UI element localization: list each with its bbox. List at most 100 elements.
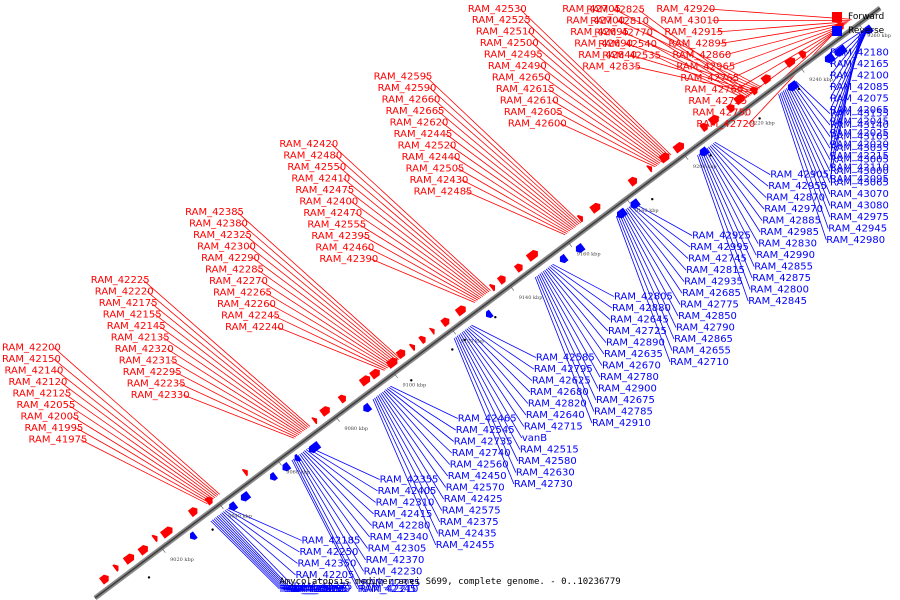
reverse-gene-feature xyxy=(824,52,836,64)
gene-label: RAM_42855 xyxy=(754,262,813,273)
gene-label: RAM_42720 xyxy=(696,119,755,130)
reverse-gene-feature xyxy=(190,531,198,540)
leader-line xyxy=(781,91,831,218)
leader-line xyxy=(224,510,298,564)
gene-label: RAM_43035 xyxy=(830,143,889,154)
gene-label: RAM_42975 xyxy=(830,212,889,223)
leader-line xyxy=(714,141,771,175)
leader-line xyxy=(559,123,656,168)
gene-label: RAM_42370 xyxy=(366,555,425,566)
leader-line xyxy=(449,144,572,231)
leader-line xyxy=(291,459,358,590)
leader-line xyxy=(728,24,844,67)
gene-label: RAM_42760 xyxy=(684,85,743,96)
axis-tick-mark xyxy=(626,198,631,204)
axis-tick-label: 9240 kbp xyxy=(809,77,833,83)
gene-label: RAM_42075 xyxy=(830,94,889,105)
gene-label: RAM_42360 xyxy=(286,584,345,595)
leader-line xyxy=(795,81,831,114)
gene-label: RAM_42530 xyxy=(468,4,527,15)
reverse-gene-feature xyxy=(787,80,800,92)
leader-line xyxy=(461,331,525,427)
reverse-gene-feature xyxy=(864,24,874,35)
forward-swatch xyxy=(832,12,842,22)
gene-label: RAM_42905 xyxy=(770,170,829,181)
leader-line xyxy=(829,25,870,54)
gene-label: RAM_42120 xyxy=(9,377,68,388)
leader-line xyxy=(551,100,659,165)
leader-line xyxy=(628,206,687,271)
leader-line xyxy=(711,144,767,198)
gene-label: RAM_42100 xyxy=(830,71,889,82)
gene-label: RAM_43155 xyxy=(830,109,889,120)
misc-feature-mark xyxy=(147,576,151,579)
axis-tick-label: 9020 kbp xyxy=(170,557,194,563)
gene-label: RAM_42580 xyxy=(518,456,577,467)
gene-label: RAM_42935 xyxy=(684,277,743,288)
leader-line xyxy=(466,328,531,393)
forward-gene-feature xyxy=(627,176,637,187)
leader-line xyxy=(60,381,216,499)
reverse-gene-feature xyxy=(282,461,292,472)
gene-label: RAM_42765 xyxy=(680,73,739,84)
gene-label: RAM_42430 xyxy=(410,175,469,186)
gene-label: RAM_42245 xyxy=(221,311,280,322)
leader-line xyxy=(623,210,681,305)
gene-label: RAM_42790 xyxy=(676,323,735,334)
gene-label: RAM_42970 xyxy=(764,204,823,215)
leader-line xyxy=(441,121,575,228)
gene-label: RAM_42485 xyxy=(414,186,473,197)
gene-label: RAM_42840 xyxy=(578,50,637,61)
reverse-gene-feature xyxy=(294,453,302,462)
forward-gene-feature xyxy=(589,202,601,214)
gene-label: RAM_42880 xyxy=(612,303,671,314)
leader-line xyxy=(782,90,831,206)
axis-tick-label: 9160 kbp xyxy=(577,251,601,257)
gene-label: RAM_42365 xyxy=(282,584,341,595)
axis-tick-mark xyxy=(742,111,747,117)
gene-label: RAM_42610 xyxy=(500,95,559,106)
leader-line xyxy=(390,385,458,419)
leader-line xyxy=(276,326,385,371)
gene-label: RAM_42595 xyxy=(374,71,433,82)
axis-tick-label: 9040 kbp xyxy=(228,513,252,519)
leader-line xyxy=(547,267,609,332)
leader-line xyxy=(178,382,297,438)
gene-label: RAM_42575 xyxy=(442,506,501,517)
forward-gene-feature xyxy=(749,86,758,96)
gene-label: RAM_42415 xyxy=(374,509,433,520)
gene-label: RAM_42515 xyxy=(520,445,579,456)
gene-label: RAM_42375 xyxy=(440,517,499,528)
leader-line xyxy=(227,507,302,541)
gene-label: RAM_42285 xyxy=(205,265,264,276)
axis-tick-label: 9100 kbp xyxy=(403,382,427,388)
forward-gene-feature xyxy=(658,152,670,164)
axis-tick-label: 9260 kbp xyxy=(867,33,891,39)
leader-line xyxy=(622,211,679,317)
gene-label: vanB xyxy=(522,433,547,444)
forward-gene-feature xyxy=(454,305,466,317)
leader-line xyxy=(547,88,661,164)
gene-label: RAM_42195 xyxy=(290,584,349,595)
leader-line xyxy=(248,246,396,363)
leader-line xyxy=(331,143,491,291)
leader-line xyxy=(221,512,294,587)
gene-label: RAM_42745 xyxy=(688,254,747,265)
reverse-gene-feature xyxy=(270,472,278,481)
axis-tick-label: 9080 kbp xyxy=(344,426,368,432)
leader-line xyxy=(538,274,597,401)
leader-line xyxy=(539,65,664,162)
leader-line xyxy=(697,155,749,302)
gene-label: RAM_42845 xyxy=(748,296,807,307)
reverse-gene-feature xyxy=(617,207,628,219)
gene-label: RAM_42305 xyxy=(368,544,427,555)
gene-label: RAM_41975 xyxy=(29,435,88,446)
leader-line xyxy=(308,446,380,480)
leader-line xyxy=(465,190,566,236)
gene-features xyxy=(99,22,874,585)
gene-label: RAM_42455 xyxy=(436,540,495,551)
axis-tick-mark xyxy=(335,416,340,422)
gene-label: RAM_42875 xyxy=(752,273,811,284)
reverse-gene-feature xyxy=(240,491,252,502)
leader-line xyxy=(535,54,666,161)
